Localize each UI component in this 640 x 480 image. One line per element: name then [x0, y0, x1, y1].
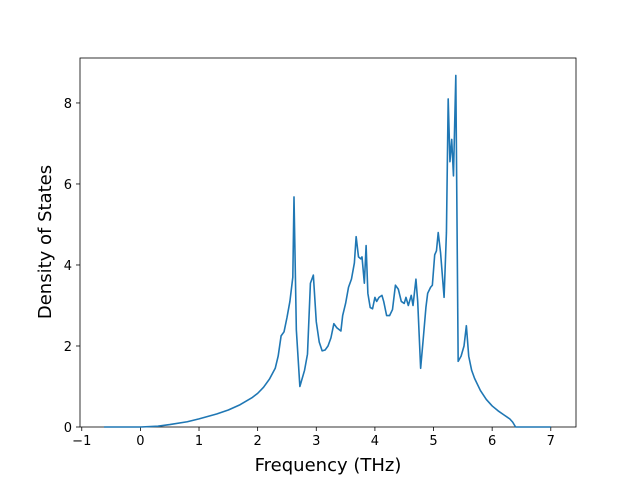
x-tick-label: 4	[371, 434, 379, 449]
plot-frame	[79, 57, 577, 428]
x-tick-label: 7	[547, 434, 555, 449]
y-tick-label: 8	[64, 97, 72, 112]
y-tick-label: 2	[64, 340, 72, 355]
x-tick-label: 6	[488, 434, 496, 449]
y-tick-label: 6	[64, 178, 72, 193]
x-axis-label: Frequency (THz)	[255, 455, 402, 476]
x-tick-label: −1	[72, 434, 91, 449]
x-tick-label: 5	[429, 434, 437, 449]
dos-line	[104, 74, 551, 428]
y-tick-label: 4	[64, 259, 72, 274]
x-tick-label: 3	[312, 434, 320, 449]
x-tick-label: 2	[254, 434, 262, 449]
x-tick-label: 0	[136, 434, 144, 449]
x-tick-label: 1	[195, 434, 203, 449]
y-tick-label: 0	[64, 421, 72, 436]
y-axis-label: Density of States	[35, 165, 56, 319]
